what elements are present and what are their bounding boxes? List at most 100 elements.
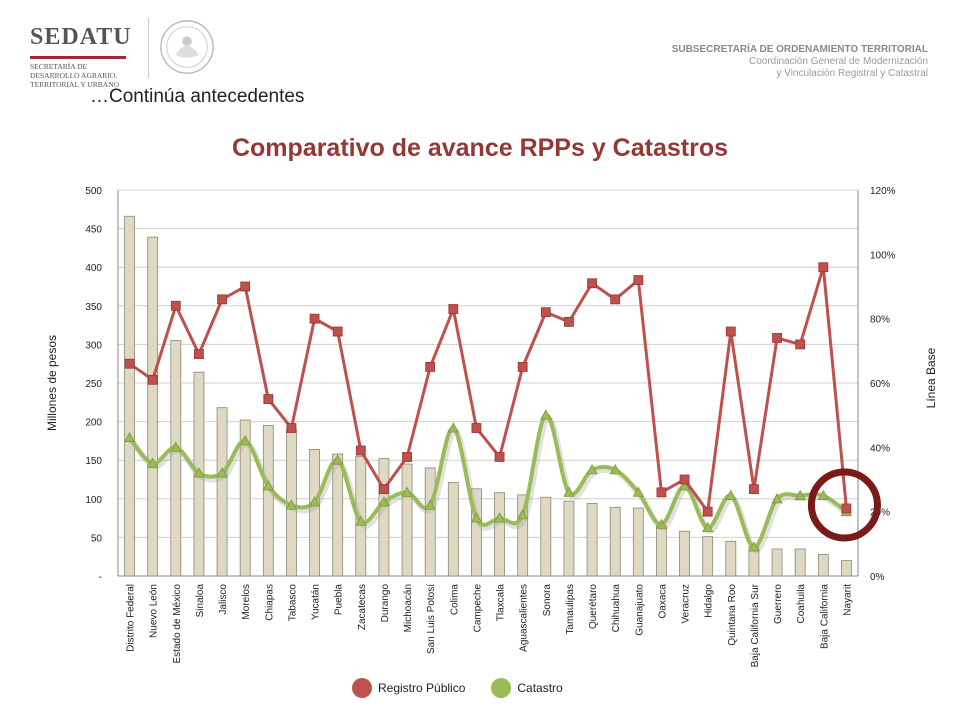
- catastro-point: [285, 499, 298, 510]
- registro-point: [286, 423, 297, 433]
- logo-subtitle: SECRETARÍA DE DESARROLLO AGRARIO, TERRIT…: [30, 62, 140, 89]
- catastro-point: [170, 441, 182, 452]
- y-tick-label: 100: [85, 495, 102, 506]
- x-tick-label: Coahuila: [796, 584, 807, 624]
- registro-point: [610, 294, 621, 305]
- catastro-point: [262, 480, 274, 491]
- y2-tick-label: 80%: [870, 315, 890, 326]
- registro-point: [517, 362, 528, 372]
- y-tick-label: 450: [85, 225, 102, 236]
- registro-point: [494, 452, 505, 462]
- bar: [309, 448, 320, 577]
- registro-point: [772, 333, 782, 343]
- bar: [124, 215, 135, 577]
- logo-rule: [30, 56, 126, 59]
- y-tick-label: 350: [85, 302, 102, 313]
- x-tick-label: Estado de México: [172, 584, 183, 664]
- bar: [563, 500, 575, 577]
- bar: [817, 553, 829, 577]
- registro-point: [379, 484, 389, 495]
- catastro-point: [239, 435, 251, 446]
- registro-point: [170, 300, 181, 311]
- catastro-point: [355, 515, 367, 526]
- x-tick-label: Nayarit: [842, 584, 853, 616]
- y-tick-label: -: [99, 572, 102, 583]
- registro-point: [633, 275, 644, 285]
- bar: [771, 548, 783, 577]
- legend-registro-label: Registro Público: [378, 681, 466, 695]
- agency-line-2: Coordinación General de Modernización: [749, 56, 928, 67]
- registro-point: [818, 262, 829, 273]
- x-tick-label: Yucatán: [311, 584, 322, 620]
- catastro-point: [401, 486, 413, 497]
- catastro-point: [794, 489, 806, 500]
- bar: [401, 463, 413, 577]
- catastro-point: [771, 492, 783, 504]
- y-tick-label: 250: [85, 379, 102, 390]
- legend-catastro-label: Catastro: [517, 681, 563, 695]
- registro-point: [749, 484, 759, 495]
- registro-point: [679, 474, 690, 485]
- x-tick-label: Hidalgo: [704, 584, 715, 618]
- catastro-point: [702, 521, 714, 533]
- catastro-point: [632, 486, 644, 497]
- registro-point: [564, 316, 574, 327]
- y-tick-label: 50: [91, 533, 103, 544]
- catastro-point: [725, 489, 737, 500]
- y2-axis-label: Línea Base: [924, 347, 938, 408]
- catastro-point: [609, 464, 621, 475]
- catastro-point: [193, 467, 205, 478]
- registro-point: [355, 445, 366, 456]
- catastro-point: [447, 422, 459, 433]
- catastro-point: [517, 509, 529, 520]
- registro-point: [471, 423, 482, 433]
- logo-sub-line-1: SECRETARÍA DE: [30, 62, 88, 71]
- x-tick-label: Chihuahua: [611, 584, 622, 633]
- x-tick-label: Distrito Federal: [126, 584, 137, 652]
- x-tick-label: Aguascalientes: [519, 584, 530, 652]
- bar: [216, 407, 228, 577]
- registro-point: [656, 487, 667, 498]
- bar: [609, 506, 621, 577]
- x-tick-label: Michoacán: [403, 584, 414, 632]
- registro-point: [702, 506, 713, 517]
- mexico-seal-icon: [160, 20, 214, 74]
- registro-point: [425, 362, 436, 372]
- bar: [494, 492, 505, 577]
- x-tick-label: Tlaxcala: [496, 584, 507, 622]
- logo-wordmark: SEDATU: [30, 24, 132, 50]
- logo-divider: [148, 18, 149, 78]
- catastro-point: [563, 486, 575, 497]
- catastro-point: [470, 512, 483, 523]
- bar: [239, 419, 251, 577]
- logo-sub-line-3: TERRITORIAL Y URBANO: [30, 80, 120, 89]
- x-tick-label: Veracruz: [681, 584, 692, 623]
- registro-point: [309, 313, 320, 324]
- x-tick-label: Sonora: [542, 584, 553, 617]
- registro-point: [795, 339, 806, 350]
- registro-point: [841, 503, 852, 514]
- registro-point: [124, 358, 135, 369]
- bar: [471, 488, 482, 577]
- registro-point: [448, 304, 459, 314]
- catastro-point: [540, 409, 552, 420]
- catastro-point: [147, 457, 159, 468]
- registro-point: [147, 374, 158, 385]
- y2-tick-label: 40%: [870, 443, 890, 454]
- registro-point: [725, 326, 736, 337]
- x-tick-label: Guanajuato: [634, 584, 645, 636]
- bar: [725, 540, 737, 577]
- logo-sub-line-2: DESARROLLO AGRARIO,: [30, 71, 118, 80]
- bar: [841, 560, 852, 577]
- catastro-point: [332, 454, 344, 465]
- x-tick-label: Sinaloa: [195, 584, 206, 618]
- x-tick-label: Baja California: [819, 584, 830, 649]
- registro-point: [194, 349, 204, 359]
- chart-legend: Registro Público Catastro: [352, 678, 589, 698]
- x-tick-label: Tabasco: [287, 584, 298, 622]
- catastro-line-shadow: [129, 415, 851, 554]
- legend-registro-dot: [352, 678, 372, 698]
- catastro-point: [748, 541, 760, 552]
- catastro-point: [586, 464, 598, 475]
